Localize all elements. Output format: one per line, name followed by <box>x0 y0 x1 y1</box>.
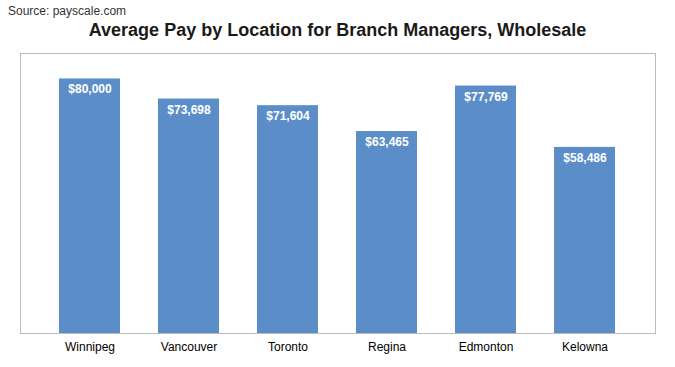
svg-text:$71,604: $71,604 <box>266 109 310 123</box>
svg-text:$58,486: $58,486 <box>563 151 607 165</box>
svg-text:Toronto: Toronto <box>268 340 308 354</box>
svg-text:Kelowna: Kelowna <box>562 340 608 354</box>
svg-text:Vancouver: Vancouver <box>161 340 217 354</box>
svg-text:$73,698: $73,698 <box>167 103 211 117</box>
svg-text:Edmonton: Edmonton <box>459 340 514 354</box>
html-text:Average Pay by Location for Br: Average Pay by Location for Branch Manag… <box>88 20 587 40</box>
html-text:Source: payscale.com: Source: payscale.com <box>8 4 127 18</box>
svg-text:Winnipeg: Winnipeg <box>65 340 115 354</box>
svg-text:$63,465: $63,465 <box>365 135 409 149</box>
svg-text:$77,769: $77,769 <box>464 90 508 104</box>
svg-text:$80,000: $80,000 <box>68 82 112 96</box>
svg-text:Regina: Regina <box>368 340 406 354</box>
